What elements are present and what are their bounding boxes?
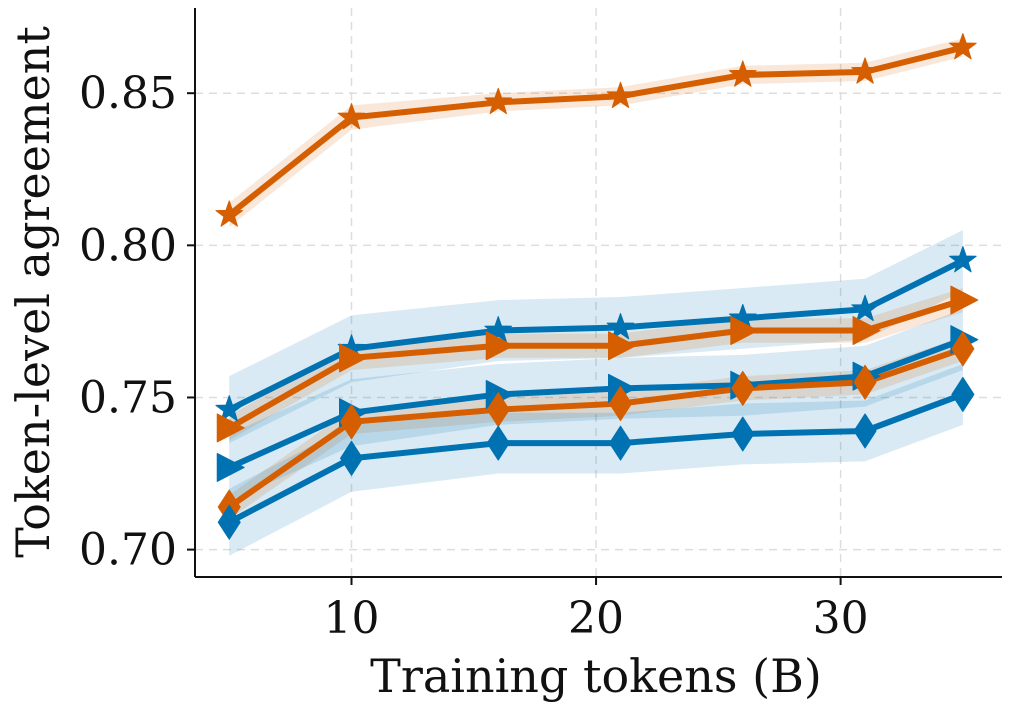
data-point	[608, 331, 637, 361]
series-markers	[215, 33, 979, 540]
data-point	[485, 331, 514, 361]
y-tick-label: 0.75	[79, 372, 177, 423]
data-point	[609, 425, 633, 461]
data-point	[950, 285, 979, 315]
data-point	[851, 57, 879, 84]
data-point	[853, 364, 877, 400]
data-point	[216, 413, 245, 443]
data-point	[731, 416, 755, 452]
data-point	[609, 386, 633, 422]
data-point	[215, 200, 244, 227]
data-point	[951, 376, 975, 412]
data-point	[852, 316, 881, 346]
data-point	[949, 246, 977, 273]
data-point	[484, 316, 513, 343]
x-tick-label: 20	[568, 593, 624, 644]
confidence-band	[229, 287, 963, 441]
data-point	[728, 60, 757, 87]
data-point	[730, 316, 759, 346]
confidence-band	[229, 364, 963, 556]
data-point	[731, 370, 755, 406]
data-point	[484, 87, 513, 115]
data-point	[949, 33, 977, 60]
data-point	[853, 413, 877, 449]
x-tick-label: 30	[813, 593, 869, 644]
data-point	[339, 343, 368, 373]
data-point	[606, 312, 635, 340]
data-point	[340, 404, 364, 440]
grid	[195, 8, 1002, 577]
data-point	[340, 440, 364, 476]
data-point	[486, 425, 510, 461]
x-axis-label: Training tokens (B)	[370, 649, 822, 703]
y-tick-label: 0.85	[79, 68, 177, 119]
y-tick-label: 0.80	[79, 220, 177, 271]
data-point	[217, 504, 241, 540]
confidence-bands	[229, 38, 963, 556]
data-point	[215, 395, 244, 422]
x-tick-label: 10	[324, 593, 380, 644]
data-point	[337, 103, 366, 130]
y-axis-label: Token-level agreement	[6, 26, 60, 558]
y-tick-label: 0.70	[79, 525, 177, 576]
data-point	[606, 81, 635, 109]
confidence-band	[229, 38, 963, 228]
data-point	[216, 452, 245, 482]
confidence-band	[229, 230, 963, 444]
data-point	[951, 331, 975, 367]
axis-ticks: 10 20 30 0.70 0.75 0.80 0.85	[79, 68, 869, 644]
data-point	[851, 294, 879, 322]
